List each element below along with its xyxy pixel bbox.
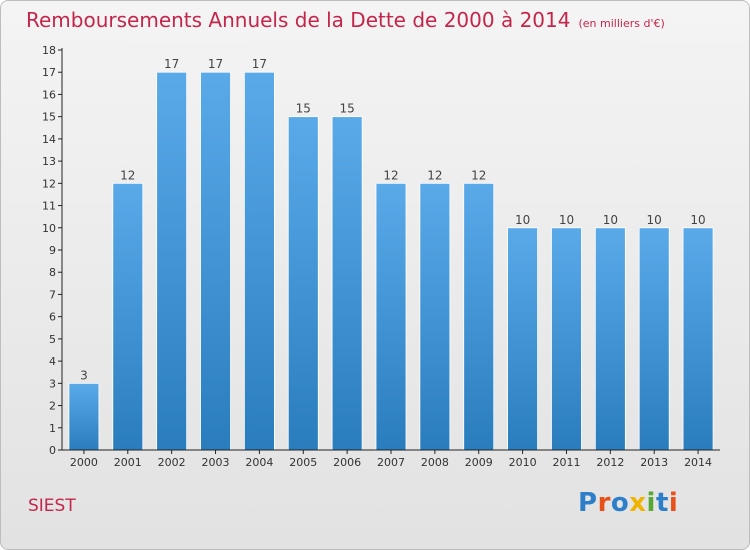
logo-letter: o [610, 488, 630, 518]
bar [112, 182, 144, 451]
x-tick-label: 2014 [684, 456, 712, 469]
x-tick-label: 2007 [377, 456, 405, 469]
bar [638, 227, 670, 451]
x-axis: 2000 2001 2002 2003 2004 2005 2006 2007 2008 2009… [62, 449, 720, 469]
y-tick-label: 5 [49, 333, 56, 346]
logo-letter: r [597, 488, 611, 518]
y-tick-label: 7 [49, 288, 56, 301]
bar-value-label: 12 [383, 168, 398, 182]
y-tick-label: 15 [42, 111, 56, 124]
bar-value-label: 15 [339, 102, 354, 116]
bar [375, 182, 407, 451]
bar-value-label: 15 [296, 102, 311, 116]
logo-letter: t [655, 488, 669, 518]
y-tick-label: 1 [49, 422, 56, 435]
proxiti-logo: Proxiti [578, 488, 678, 518]
bar-value-label: 3 [80, 368, 88, 382]
x-tick-label: 2011 [552, 456, 580, 469]
bar [594, 227, 626, 451]
y-tick-label: 16 [42, 88, 56, 101]
bar-value-label: 12 [471, 168, 486, 182]
y-tick-label: 13 [42, 155, 56, 168]
y-tick-label: 4 [49, 355, 56, 368]
logo-letter: i [646, 488, 656, 518]
unit-label: (en milliers d'€) [578, 17, 665, 30]
title-text: Remboursements Annuels de la Dette de 20… [26, 8, 571, 32]
bar [463, 182, 495, 451]
y-tick-label: 0 [49, 444, 56, 457]
y-tick-label: 2 [49, 400, 56, 413]
bar-value-label: 10 [647, 213, 662, 227]
logo-letter: i [668, 488, 679, 518]
x-tick-label: 2010 [509, 456, 537, 469]
bar [331, 116, 363, 451]
bar-value-label: 17 [164, 57, 179, 71]
x-tick-label: 2005 [289, 456, 317, 469]
x-tick-label: 2009 [465, 456, 493, 469]
bar [200, 71, 231, 451]
x-tick-label: 2008 [421, 456, 449, 469]
x-tick-label: 2000 [70, 456, 98, 469]
bar-value-label: 10 [603, 213, 618, 227]
y-tick-label: 12 [42, 177, 56, 190]
bar [419, 182, 451, 451]
bar-value-label: 10 [690, 213, 705, 227]
y-tick-label: 10 [42, 222, 56, 235]
y-tick-label: 6 [49, 311, 56, 324]
bar-value-label: 17 [252, 57, 267, 71]
bar [682, 227, 714, 451]
bar-value-label: 12 [120, 168, 135, 182]
x-tick-label: 2012 [596, 456, 624, 469]
y-tick-label: 9 [49, 244, 56, 257]
logo-letter: P [578, 488, 598, 518]
x-tick-label: 2006 [333, 456, 361, 469]
chart-title: Remboursements Annuels de la Dette de 20… [26, 8, 665, 32]
bars: 3 12 17 17 17 15 15 12 12 12 10 10 10 10 10 [68, 57, 714, 451]
bar-value-label: 10 [559, 213, 574, 227]
town-name: SIEST [28, 496, 76, 516]
y-tick-label: 18 [42, 44, 56, 57]
bar [68, 382, 100, 451]
y-tick-label: 17 [42, 66, 56, 79]
bar-value-label: 10 [515, 213, 530, 227]
bar-value-label: 17 [208, 57, 223, 71]
x-tick-label: 2001 [114, 456, 142, 469]
bar [507, 227, 539, 451]
x-tick-label: 2013 [640, 456, 668, 469]
bar [551, 227, 582, 451]
y-tick-label: 11 [42, 200, 56, 213]
bar [287, 116, 319, 451]
logo-letter: x [629, 488, 647, 518]
bar [243, 71, 275, 451]
y-tick-label: 3 [49, 377, 56, 390]
x-tick-label: 2004 [245, 456, 273, 469]
x-tick-label: 2002 [158, 456, 186, 469]
bar-value-label: 12 [427, 168, 442, 182]
bar [156, 71, 188, 451]
x-tick-label: 2003 [202, 456, 230, 469]
y-tick-label: 14 [42, 133, 56, 146]
y-tick-label: 8 [49, 266, 56, 279]
